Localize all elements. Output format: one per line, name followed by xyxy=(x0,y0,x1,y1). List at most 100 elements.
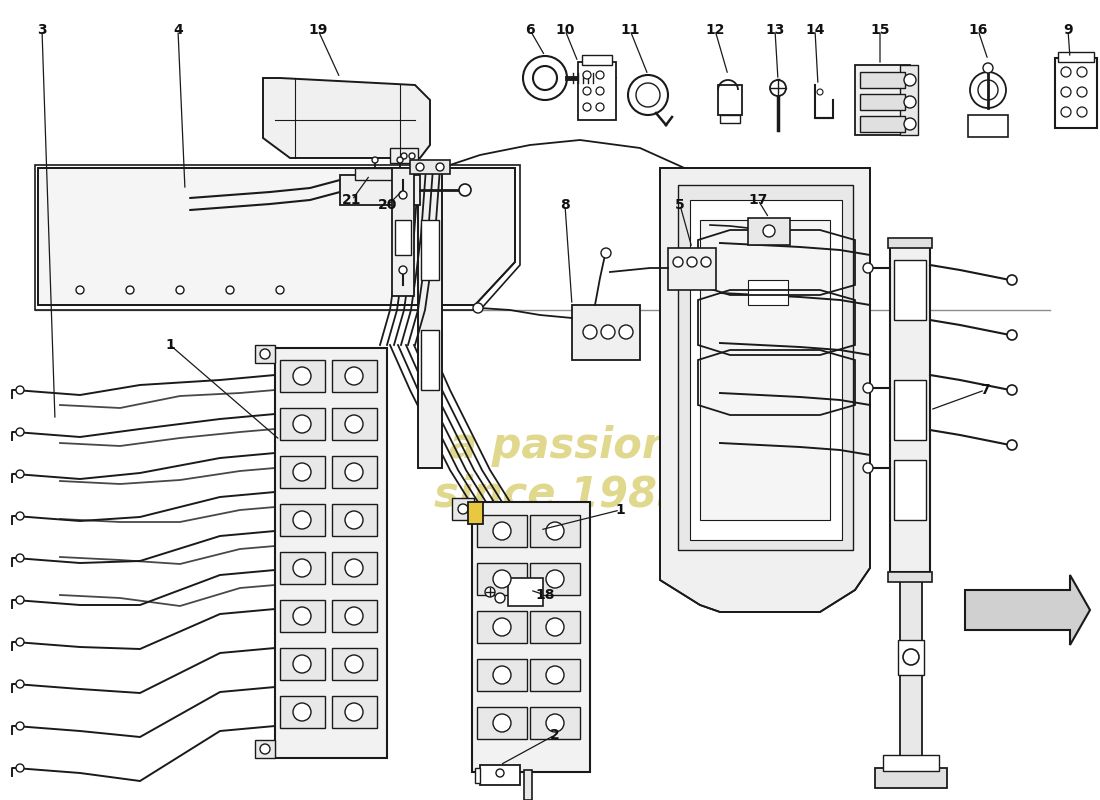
Circle shape xyxy=(76,286,84,294)
Bar xyxy=(894,460,926,520)
Circle shape xyxy=(1077,87,1087,97)
Circle shape xyxy=(1006,440,1018,450)
Circle shape xyxy=(345,415,363,433)
Circle shape xyxy=(276,286,284,294)
Bar xyxy=(894,380,926,440)
Circle shape xyxy=(16,764,24,772)
Circle shape xyxy=(16,638,24,646)
Bar xyxy=(392,168,414,296)
Bar xyxy=(860,72,905,88)
Circle shape xyxy=(534,66,557,90)
Circle shape xyxy=(1062,67,1071,77)
Circle shape xyxy=(596,103,604,111)
Text: 17: 17 xyxy=(748,193,768,207)
Bar xyxy=(530,515,580,547)
Bar xyxy=(690,200,842,540)
Circle shape xyxy=(983,63,993,73)
Circle shape xyxy=(16,428,24,436)
Circle shape xyxy=(619,325,632,339)
Bar xyxy=(280,504,324,536)
Text: 16: 16 xyxy=(968,23,988,37)
Circle shape xyxy=(399,266,407,274)
Circle shape xyxy=(226,286,234,294)
Bar xyxy=(480,765,520,785)
Bar xyxy=(452,498,474,520)
Circle shape xyxy=(372,157,378,163)
Circle shape xyxy=(293,559,311,577)
Circle shape xyxy=(601,248,610,258)
Circle shape xyxy=(293,703,311,721)
Bar xyxy=(898,640,924,675)
Circle shape xyxy=(345,655,363,673)
Bar xyxy=(280,408,324,440)
Circle shape xyxy=(458,504,468,514)
Bar xyxy=(395,220,411,255)
Text: 1: 1 xyxy=(615,503,625,517)
Polygon shape xyxy=(660,168,870,612)
Circle shape xyxy=(493,618,512,636)
Circle shape xyxy=(176,286,184,294)
Circle shape xyxy=(16,386,24,394)
Circle shape xyxy=(493,522,512,540)
Circle shape xyxy=(904,96,916,108)
Bar xyxy=(668,248,716,290)
Bar xyxy=(418,168,442,468)
Circle shape xyxy=(596,87,604,95)
Circle shape xyxy=(970,72,1007,108)
Text: 15: 15 xyxy=(870,23,890,37)
Bar xyxy=(280,696,324,728)
Bar xyxy=(855,65,910,135)
Circle shape xyxy=(293,463,311,481)
Circle shape xyxy=(16,722,24,730)
Bar xyxy=(524,770,532,800)
Bar xyxy=(530,611,580,643)
Circle shape xyxy=(673,257,683,267)
Bar xyxy=(748,280,788,305)
Circle shape xyxy=(601,325,615,339)
Bar xyxy=(718,85,743,115)
Bar xyxy=(678,185,852,550)
Circle shape xyxy=(1062,107,1071,117)
Circle shape xyxy=(546,714,564,732)
Text: 14: 14 xyxy=(805,23,825,37)
Bar xyxy=(280,648,324,680)
Polygon shape xyxy=(263,78,430,158)
Text: 20: 20 xyxy=(378,198,398,212)
Bar xyxy=(468,502,483,524)
Circle shape xyxy=(583,87,591,95)
Bar xyxy=(477,611,527,643)
Text: 2: 2 xyxy=(550,728,560,742)
Circle shape xyxy=(260,349,270,359)
Circle shape xyxy=(636,83,660,107)
Bar xyxy=(477,707,527,739)
Bar xyxy=(332,504,377,536)
Text: 4: 4 xyxy=(173,23,183,37)
Bar xyxy=(1055,58,1097,128)
Circle shape xyxy=(1077,67,1087,77)
Circle shape xyxy=(493,666,512,684)
Circle shape xyxy=(409,153,415,159)
Circle shape xyxy=(493,570,512,588)
Circle shape xyxy=(402,153,407,159)
Bar xyxy=(582,55,612,65)
Text: 5: 5 xyxy=(675,198,685,212)
Circle shape xyxy=(596,71,604,79)
Bar xyxy=(410,160,450,174)
Circle shape xyxy=(16,596,24,604)
Circle shape xyxy=(495,593,505,603)
Text: 10: 10 xyxy=(556,23,574,37)
Bar xyxy=(900,65,918,135)
Circle shape xyxy=(293,415,311,433)
Circle shape xyxy=(16,512,24,520)
Bar xyxy=(748,218,790,245)
Bar xyxy=(508,578,543,606)
Circle shape xyxy=(293,367,311,385)
Bar xyxy=(355,168,405,180)
Circle shape xyxy=(546,522,564,540)
Bar xyxy=(421,220,439,280)
Bar xyxy=(255,345,275,363)
Bar xyxy=(572,305,640,360)
Bar xyxy=(860,94,905,110)
Circle shape xyxy=(546,618,564,636)
Polygon shape xyxy=(39,168,515,305)
